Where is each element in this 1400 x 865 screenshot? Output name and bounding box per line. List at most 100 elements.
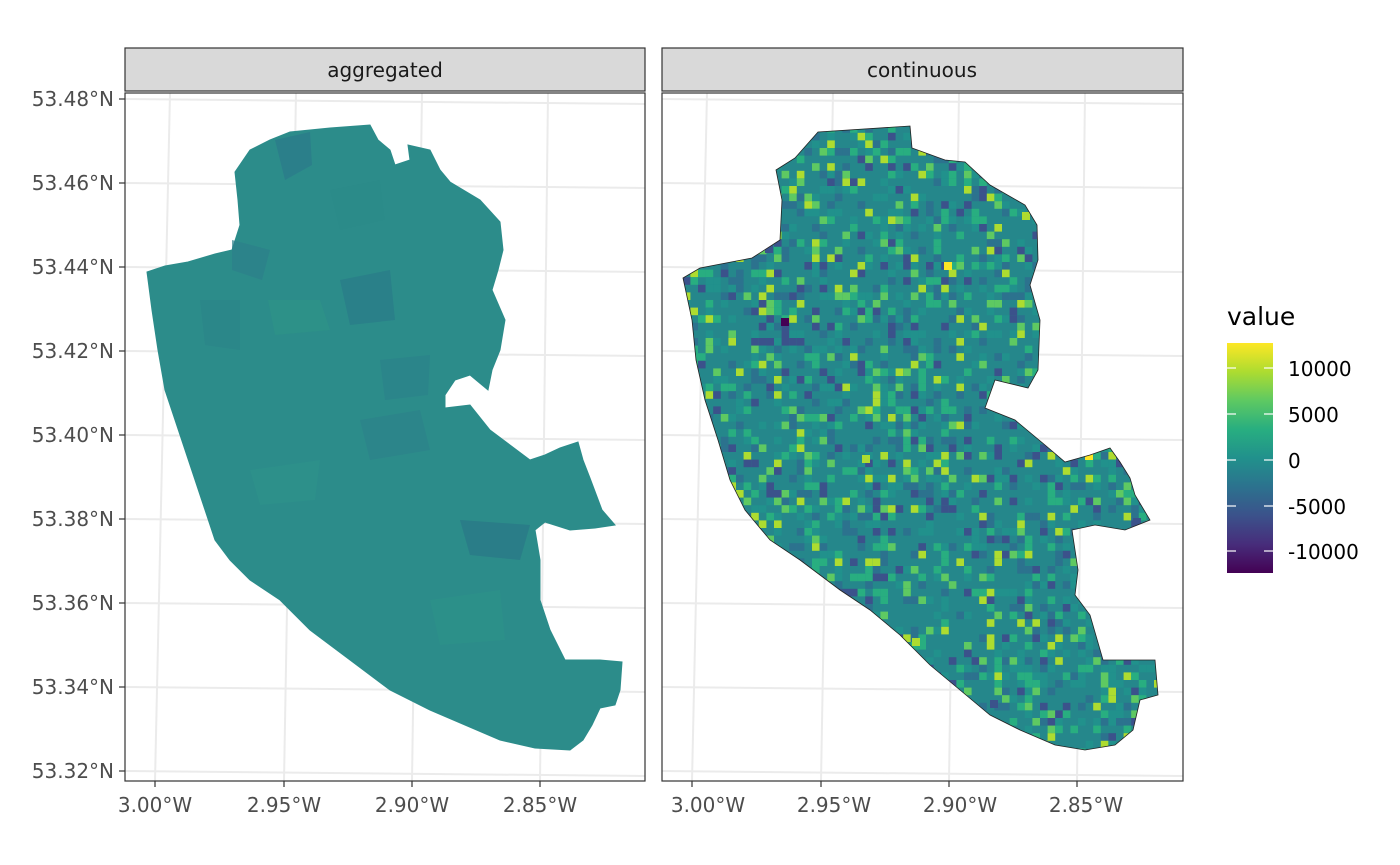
raster-cell <box>1009 338 1018 346</box>
raster-cell <box>842 520 850 528</box>
raster-cell <box>941 573 949 582</box>
raster-cell <box>971 170 980 179</box>
raster-cell <box>872 588 881 597</box>
raster-cell <box>796 338 805 346</box>
raster-cell <box>910 345 919 354</box>
raster-cell <box>956 254 964 262</box>
raster-cell <box>1108 459 1116 468</box>
raster-cell <box>903 406 911 414</box>
raster-cell <box>751 345 759 354</box>
raster-cell <box>774 345 782 354</box>
raster-cell <box>1024 543 1033 551</box>
raster-cell <box>1024 702 1033 711</box>
raster-cell <box>857 132 866 141</box>
raster-cell <box>751 360 759 369</box>
raster-cell <box>910 353 919 361</box>
raster-cell <box>857 231 866 240</box>
raster-cell <box>842 307 850 316</box>
raster-cell <box>1047 566 1056 574</box>
raster-cell <box>895 566 904 574</box>
raster-cell <box>1131 505 1139 513</box>
raster-cell <box>796 543 805 551</box>
raster-cell <box>728 277 736 285</box>
raster-cell <box>804 414 812 422</box>
raster-cell <box>1009 604 1018 612</box>
raster-cell <box>888 573 896 582</box>
raster-cell <box>1138 664 1147 673</box>
raster-cell-extreme <box>944 262 952 270</box>
raster-cell <box>842 452 850 460</box>
raster-cell <box>1055 619 1063 627</box>
raster-cell <box>796 284 805 293</box>
raster-cell <box>1024 664 1033 673</box>
raster-cell <box>880 391 888 399</box>
raster-cell <box>1009 292 1018 300</box>
raster-cell <box>857 588 866 597</box>
raster-cell <box>872 436 881 445</box>
raster-cell <box>948 444 957 452</box>
raster-cell <box>1040 604 1048 612</box>
raster-cell <box>888 482 896 490</box>
raster-cell <box>903 596 911 604</box>
raster-cell <box>743 360 752 369</box>
raster-cell <box>971 322 980 331</box>
raster-cell <box>812 307 820 316</box>
raster-cell <box>728 444 736 452</box>
raster-cell <box>728 292 736 300</box>
raster-cell <box>926 520 934 528</box>
raster-cell <box>720 383 729 392</box>
raster-cell <box>895 315 904 323</box>
raster-cell <box>743 383 752 392</box>
raster-cell <box>758 360 767 369</box>
raster-cell <box>979 193 987 202</box>
raster-cell <box>1123 672 1132 680</box>
raster-cell <box>850 322 858 331</box>
raster-cell <box>1032 322 1040 331</box>
raster-cell <box>842 148 850 156</box>
raster-cell <box>842 239 850 247</box>
raster-cell <box>1100 459 1109 468</box>
raster-cell <box>850 345 858 354</box>
raster-cell <box>705 391 714 399</box>
raster-cell <box>910 429 919 437</box>
raster-cell <box>827 322 835 331</box>
raster-cell <box>1062 672 1071 680</box>
raster-cell <box>1093 725 1101 734</box>
raster-cell <box>1146 664 1154 673</box>
raster-cell <box>1002 702 1010 711</box>
raster-cell <box>1100 695 1109 703</box>
raster-cell <box>743 307 752 316</box>
raster-cell <box>948 315 957 323</box>
raster-cell <box>774 300 782 308</box>
raster-cell <box>1002 657 1010 665</box>
raster-cell <box>819 497 828 506</box>
raster-cell-extreme <box>1085 452 1093 460</box>
raster-cell <box>926 626 934 635</box>
raster-cell <box>1108 680 1116 688</box>
raster-cell <box>834 558 843 566</box>
raster-cell <box>918 634 926 642</box>
raster-cell <box>834 330 843 338</box>
raster-cell <box>994 687 1002 696</box>
raster-cell <box>964 687 972 696</box>
raster-cell <box>1047 581 1056 589</box>
raster-cell <box>819 148 828 156</box>
raster-cell <box>926 163 934 171</box>
raster-cell <box>842 163 850 171</box>
raster-cell <box>865 558 873 566</box>
raster-cell <box>774 490 782 498</box>
raster-cell <box>872 512 881 521</box>
y-tick-label: 53.34°N <box>32 675 114 699</box>
raster-cell <box>834 193 843 202</box>
raster-cell <box>979 550 987 559</box>
raster-cell <box>796 459 805 468</box>
raster-cell <box>926 452 934 460</box>
raster-cell <box>888 528 896 536</box>
raster-cell <box>1024 581 1033 589</box>
raster-cell <box>834 512 843 521</box>
raster-cell <box>933 246 942 255</box>
raster-cell <box>1070 604 1078 612</box>
raster-cell <box>994 497 1002 506</box>
raster-cell <box>979 360 987 369</box>
raster-cell <box>971 315 980 323</box>
